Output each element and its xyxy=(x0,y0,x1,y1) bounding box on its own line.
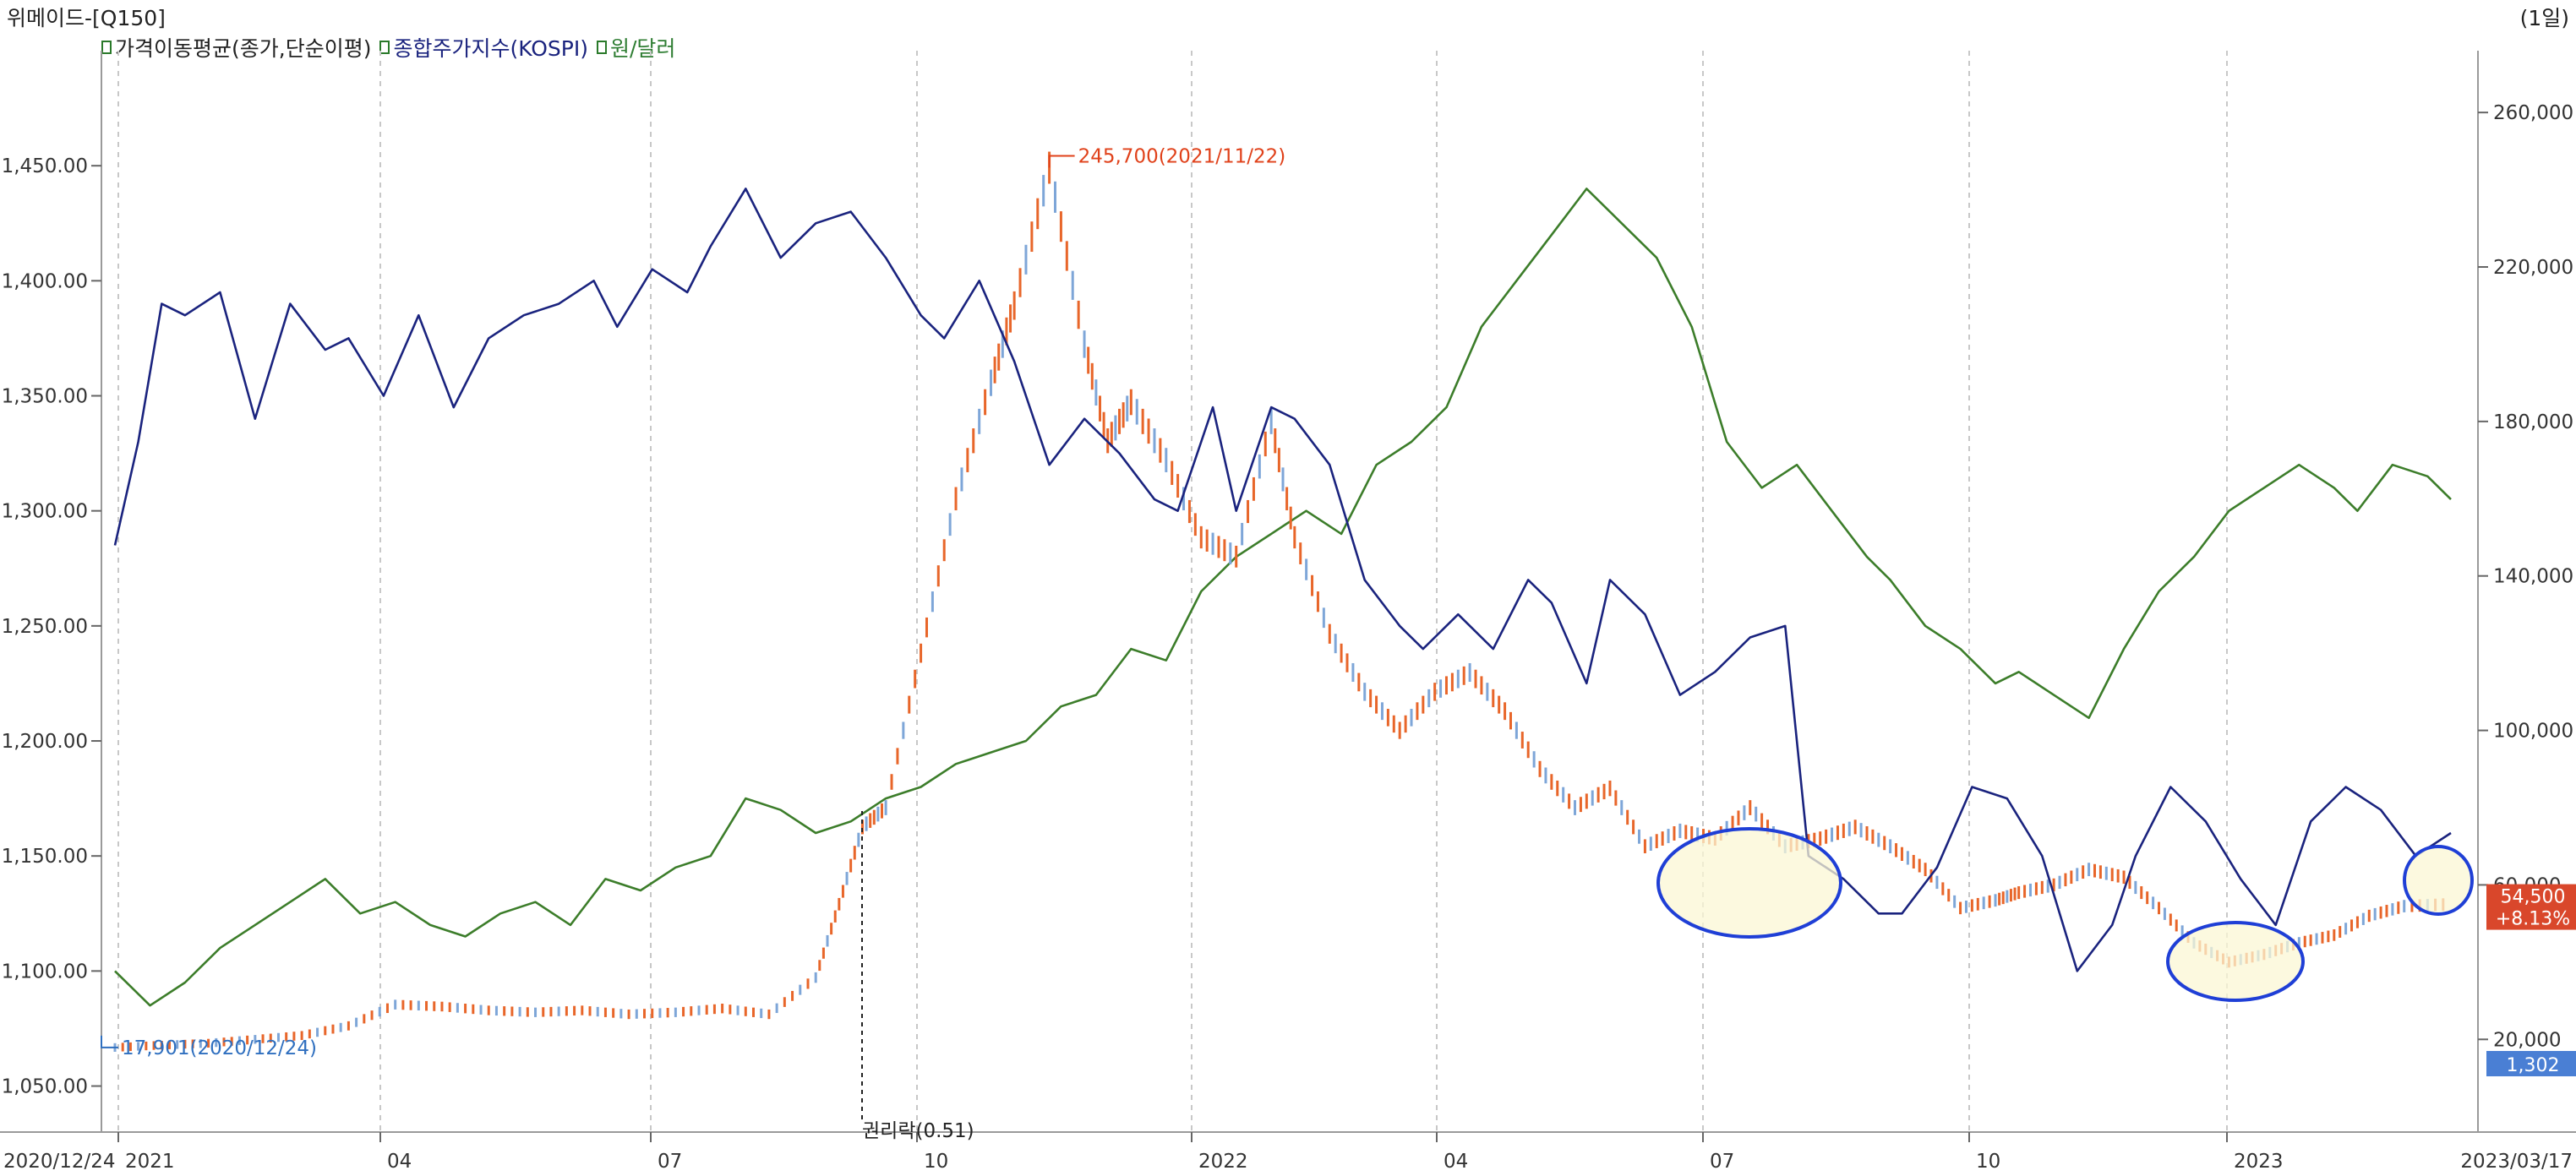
legend-label-kospi: 종합주가지수(KOSPI) xyxy=(393,36,588,61)
last-price-label: 54,500 xyxy=(2501,887,2566,908)
right-tick-label: 220,000 xyxy=(2493,257,2573,279)
x-tick-label: 07 xyxy=(1710,1151,1734,1173)
legend-item-kospi[interactable]: 종합주가지수(KOSPI) xyxy=(379,32,588,63)
x-tick-label: 04 xyxy=(1444,1151,1468,1173)
last-fx-label: 1,302 xyxy=(2507,1055,2560,1076)
title-bar: 위메이드-[Q150] (1일) xyxy=(0,0,2576,30)
x-tick-label: 2021 xyxy=(125,1151,175,1173)
left-tick-label: 1,300.00 xyxy=(2,501,88,523)
kospi-series-line xyxy=(113,188,2452,972)
highlight-circle xyxy=(2166,921,2305,1002)
legend: 가격이동평균(종가,단순이평) 종합주가지수(KOSPI) 원/달러 xyxy=(101,32,675,63)
right-tick-label: 20,000 xyxy=(2493,1029,2561,1051)
left-tick-label: 1,400.00 xyxy=(2,270,88,292)
x-tick-label: 04 xyxy=(387,1151,412,1173)
high-marker xyxy=(1048,155,1075,168)
high-annotation: 245,700(2021/11/22) xyxy=(1078,146,1286,168)
left-tick-label: 1,250.00 xyxy=(2,616,88,638)
left-tick-label: 1,100.00 xyxy=(2,961,88,983)
x-start-label: 2020/12/24 xyxy=(3,1151,116,1173)
x-tick-label: 2022 xyxy=(1198,1151,1248,1173)
legend-item-ma[interactable]: 가격이동평균(종가,단순이평) xyxy=(101,32,371,63)
window-title: 위메이드-[Q150] xyxy=(7,6,166,30)
last-change-label: +8.13% xyxy=(2496,909,2570,930)
left-tick-label: 1,050.00 xyxy=(2,1076,88,1098)
x-end-label: 2023/03/17 xyxy=(2460,1151,2573,1173)
legend-checkbox-icon xyxy=(101,41,112,54)
left-tick-label: 1,200.00 xyxy=(2,731,88,753)
right-tick-label: 100,000 xyxy=(2493,721,2573,743)
period-label: (1일) xyxy=(2519,6,2569,30)
x-tick-label: 2023 xyxy=(2234,1151,2284,1173)
x-tick-label: 10 xyxy=(924,1151,948,1173)
left-tick-label: 1,350.00 xyxy=(2,386,88,408)
last-price-badge xyxy=(2486,884,2576,930)
x-tick-label: 07 xyxy=(658,1151,682,1173)
highlight-circle xyxy=(1656,827,1842,939)
low-marker xyxy=(101,1035,118,1048)
legend-label-ma: 가격이동평균(종가,단순이평) xyxy=(115,36,372,61)
left-tick-label: 1,150.00 xyxy=(2,846,88,868)
rights-annotation: 권리락(0.51) xyxy=(862,1120,974,1142)
x-tick-label: 10 xyxy=(1976,1151,2000,1173)
highlight-circle xyxy=(2403,845,2474,916)
left-tick-label: 1,450.00 xyxy=(2,155,88,177)
right-tick-label: 180,000 xyxy=(2493,411,2573,433)
low-annotation: 17,901(2020/12/24) xyxy=(122,1037,317,1059)
legend-label-fx: 원/달러 xyxy=(610,36,676,61)
legend-checkbox-icon xyxy=(597,41,607,54)
legend-checkbox-icon xyxy=(379,41,390,54)
right-tick-label: 260,000 xyxy=(2493,102,2573,124)
fx-series-line xyxy=(114,188,2452,1007)
right-tick-label: 140,000 xyxy=(2493,566,2573,588)
legend-item-fx[interactable]: 원/달러 xyxy=(597,32,675,63)
last-fx-badge xyxy=(2486,1051,2576,1076)
